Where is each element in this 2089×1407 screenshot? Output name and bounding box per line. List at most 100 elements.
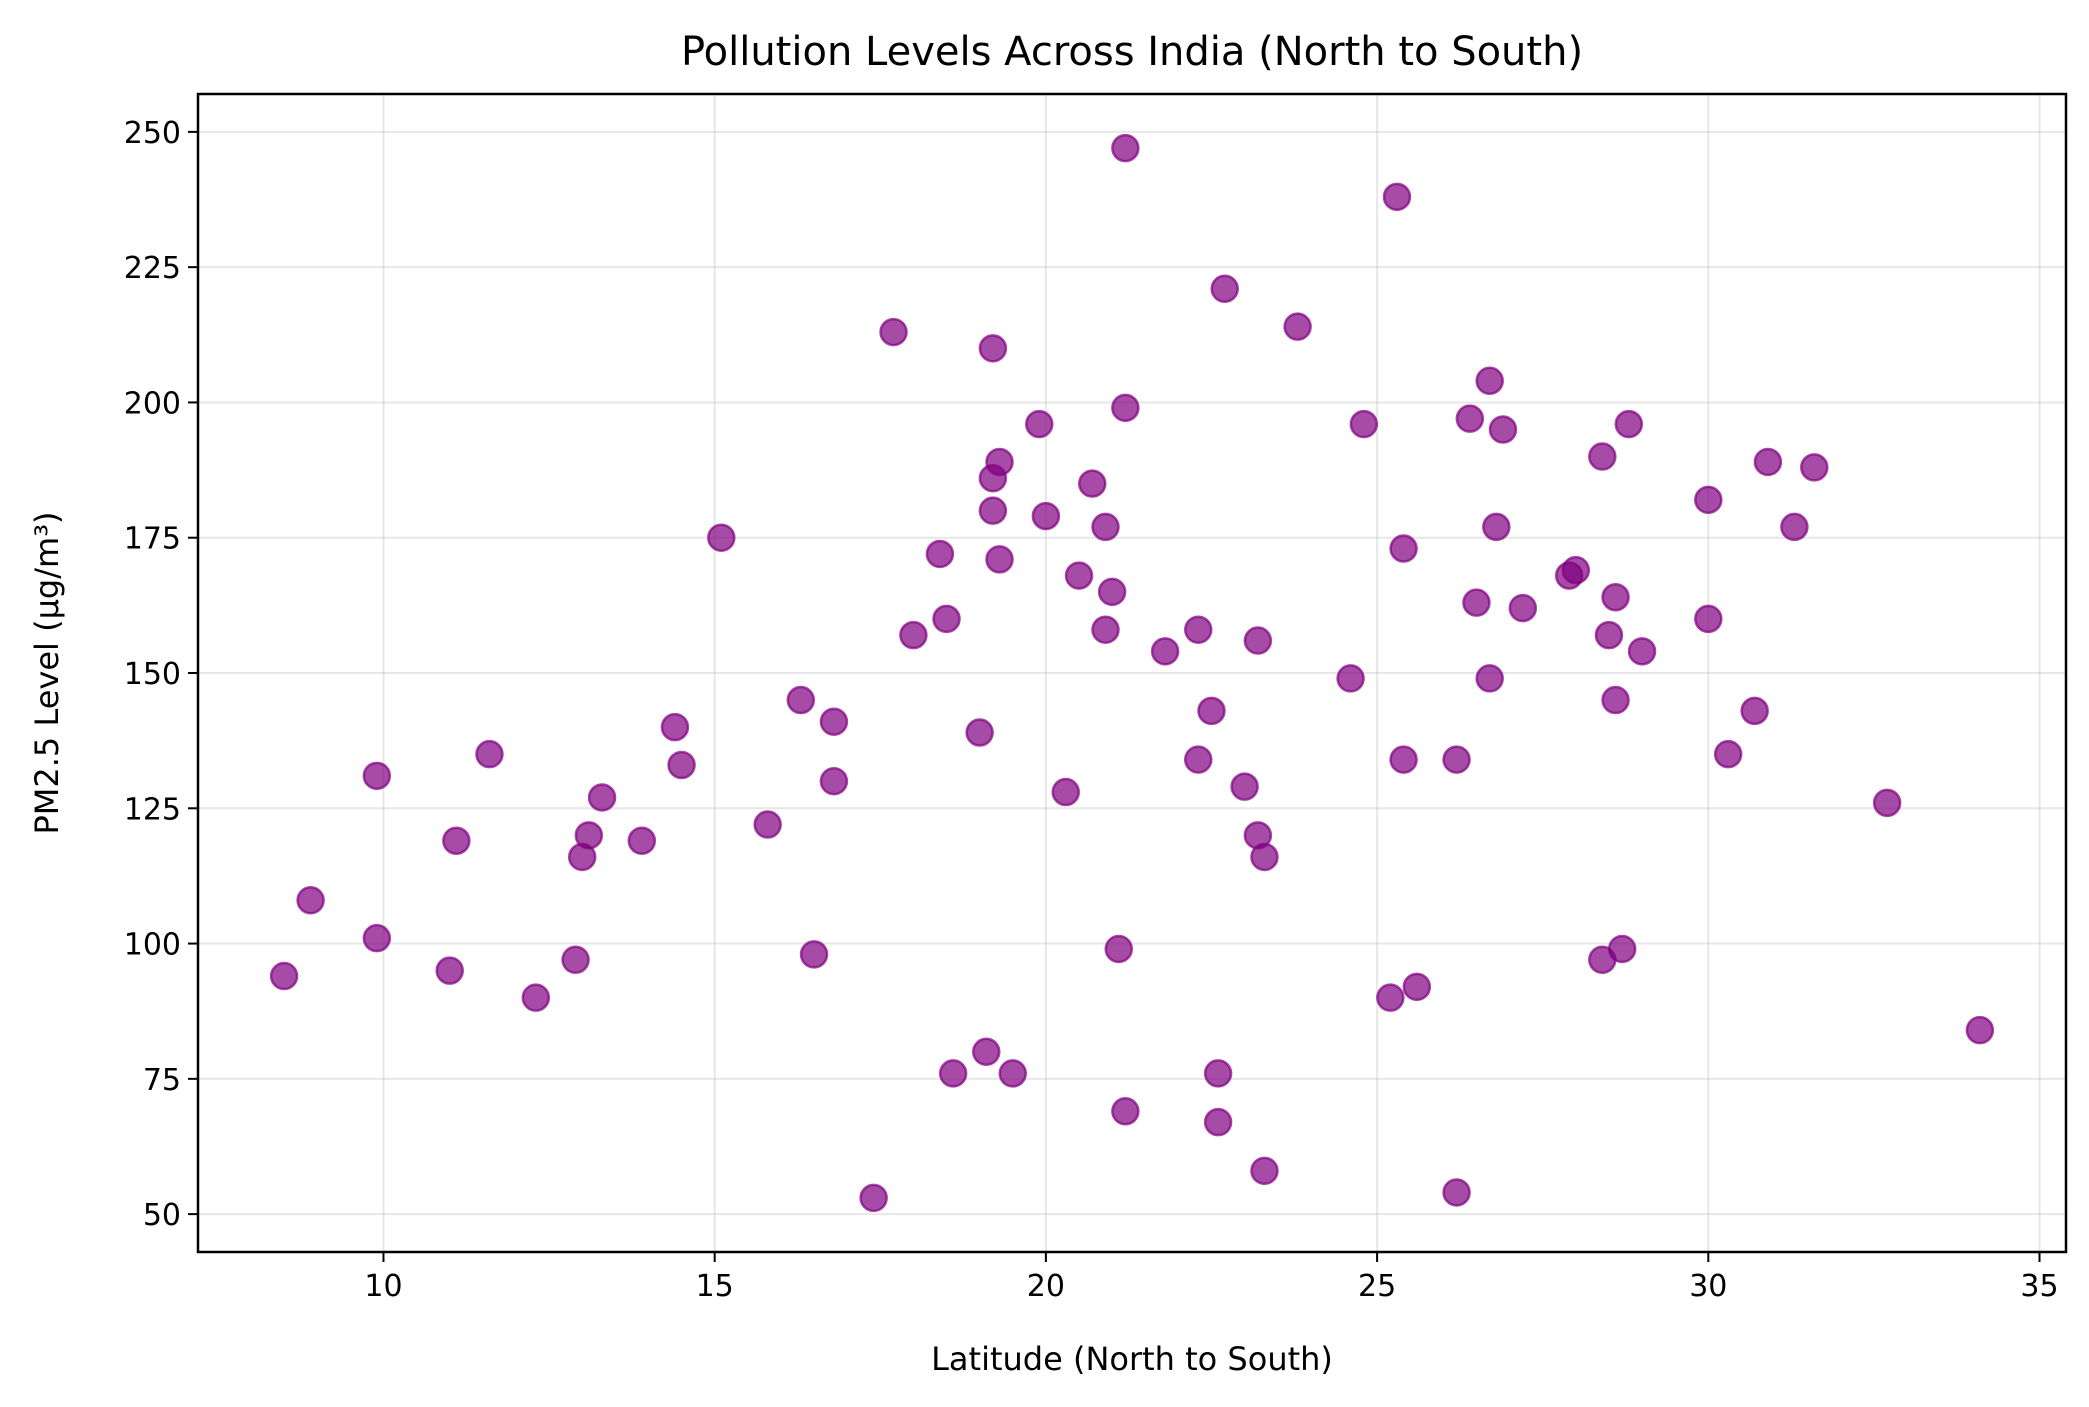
x-tick-label: 10 — [364, 1269, 402, 1304]
data-point — [1389, 534, 1418, 563]
data-point — [435, 956, 464, 985]
data-point — [799, 940, 829, 969]
data-point — [1561, 555, 1591, 585]
data-point — [1250, 842, 1279, 872]
data-point — [660, 712, 690, 742]
data-point — [1283, 312, 1312, 341]
data-point — [1402, 972, 1432, 1002]
data-point — [859, 1183, 888, 1213]
data-point — [985, 447, 1014, 477]
data-point — [1475, 366, 1504, 396]
data-point — [1230, 772, 1259, 801]
data-point — [1111, 393, 1140, 423]
data-point — [978, 496, 1008, 525]
data-point — [1713, 739, 1743, 769]
data-point — [1694, 485, 1723, 515]
data-point — [1349, 409, 1379, 439]
data-point — [985, 545, 1014, 574]
data-point — [1872, 788, 1902, 818]
data-point — [938, 1059, 968, 1088]
data-point — [1336, 664, 1365, 693]
data-point — [1376, 983, 1405, 1012]
data-point — [362, 761, 392, 791]
data-point — [972, 1037, 1001, 1067]
data-point — [1051, 777, 1081, 807]
data-point — [1197, 696, 1226, 726]
data-point — [1694, 604, 1723, 634]
data-point — [925, 539, 955, 569]
data-point — [1150, 637, 1180, 666]
data-point — [1064, 561, 1094, 590]
x-tick-label: 30 — [1689, 1269, 1727, 1304]
data-point — [1442, 745, 1471, 774]
data-point — [667, 750, 696, 780]
data-point — [1442, 1178, 1471, 1207]
data-point — [442, 826, 471, 855]
data-point — [1243, 626, 1273, 655]
data-point — [1475, 664, 1504, 693]
data-point — [1389, 745, 1418, 774]
data-point — [707, 523, 736, 552]
data-point — [1462, 588, 1491, 617]
data-point — [1740, 696, 1769, 726]
data-point — [819, 766, 849, 796]
data-point — [561, 945, 590, 975]
data-point — [1025, 409, 1054, 439]
data-point — [1091, 615, 1120, 644]
data-point — [1601, 582, 1630, 612]
data-point — [1455, 404, 1485, 433]
data-point — [1800, 453, 1829, 482]
data-point — [521, 983, 551, 1012]
data-point — [998, 1059, 1028, 1088]
data-point — [1601, 685, 1630, 715]
chart-title: Pollution Levels Across India (North to … — [681, 29, 1583, 75]
x-tick-label: 15 — [696, 1269, 734, 1304]
data-points — [269, 133, 1995, 1213]
data-point — [819, 707, 849, 736]
data-point — [1091, 512, 1120, 542]
data-point — [1753, 447, 1783, 477]
data-point — [269, 961, 299, 991]
data-point — [786, 685, 816, 715]
data-point — [978, 334, 1008, 363]
y-tick-label: 75 — [143, 1063, 181, 1098]
data-point — [574, 821, 604, 850]
y-tick-label: 200 — [124, 386, 181, 421]
y-tick-label: 100 — [124, 928, 181, 963]
data-point — [362, 923, 392, 953]
y-axis-ticks: 50 75 100 125 150 175 200 225 250 — [124, 116, 198, 1233]
data-point — [1627, 637, 1657, 666]
data-point — [1965, 1015, 1995, 1045]
y-tick-label: 150 — [124, 657, 181, 692]
data-point — [1078, 469, 1107, 498]
x-tick-label: 25 — [1358, 1269, 1396, 1304]
x-tick-label: 20 — [1027, 1269, 1065, 1304]
data-point — [1203, 1059, 1233, 1088]
data-point — [1111, 133, 1140, 163]
data-point — [899, 620, 928, 650]
x-tick-label: 35 — [2020, 1269, 2058, 1304]
data-point — [1203, 1107, 1233, 1137]
data-point — [587, 783, 617, 812]
data-point — [932, 604, 961, 634]
data-point — [627, 826, 657, 855]
data-point — [1111, 1097, 1140, 1126]
x-axis-ticks: 10 15 20 25 30 35 — [364, 1252, 2059, 1304]
data-point — [965, 718, 994, 747]
data-point — [1250, 1156, 1279, 1186]
data-point — [1488, 415, 1518, 444]
y-tick-label: 250 — [124, 116, 181, 151]
x-axis-label: Latitude (North to South) — [931, 1340, 1333, 1378]
y-tick-label: 225 — [124, 251, 181, 286]
y-tick-label: 50 — [143, 1198, 181, 1233]
data-point — [753, 810, 782, 839]
data-point — [1594, 620, 1624, 650]
data-point — [1183, 745, 1213, 774]
data-point — [1607, 934, 1637, 964]
grid-lines — [198, 94, 2066, 1252]
y-tick-label: 125 — [124, 792, 181, 827]
data-point — [1482, 512, 1511, 542]
data-point — [1508, 593, 1538, 623]
